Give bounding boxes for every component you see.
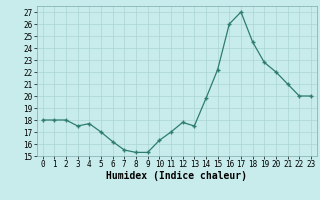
X-axis label: Humidex (Indice chaleur): Humidex (Indice chaleur) bbox=[106, 171, 247, 181]
